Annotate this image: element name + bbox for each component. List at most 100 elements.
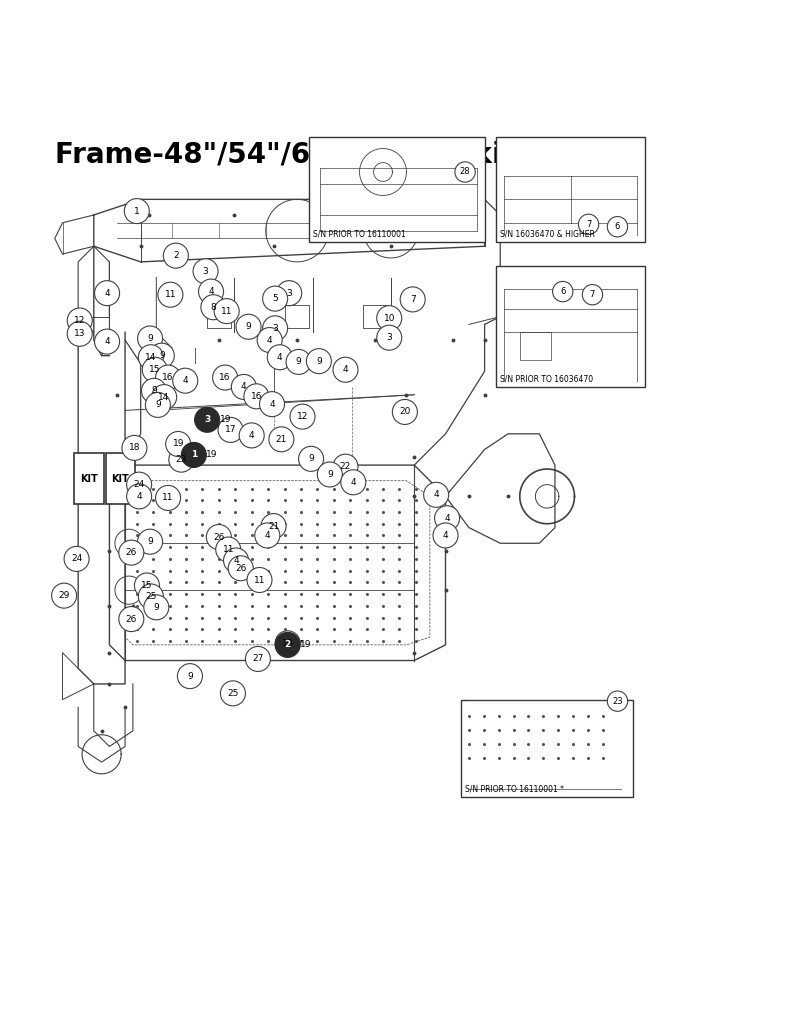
Text: 4: 4: [277, 352, 282, 361]
Circle shape: [95, 329, 119, 354]
Text: 8: 8: [210, 303, 216, 311]
Text: 16: 16: [219, 373, 231, 382]
Text: 24: 24: [71, 554, 82, 563]
Text: 19: 19: [206, 451, 218, 460]
Bar: [207, 305, 230, 329]
Text: 29: 29: [59, 591, 70, 600]
Circle shape: [216, 537, 240, 562]
Text: 19: 19: [282, 639, 293, 648]
Text: 9: 9: [308, 455, 314, 463]
Text: 9: 9: [151, 386, 157, 395]
Text: 11: 11: [162, 494, 174, 503]
Text: 9: 9: [159, 351, 165, 360]
Text: 12: 12: [297, 412, 308, 421]
Text: 11: 11: [221, 306, 233, 315]
Circle shape: [138, 584, 164, 609]
Circle shape: [218, 418, 243, 442]
Circle shape: [377, 305, 402, 331]
Circle shape: [433, 523, 458, 548]
Text: 4: 4: [241, 382, 247, 391]
Circle shape: [261, 514, 286, 539]
Circle shape: [434, 506, 460, 530]
Text: 14: 14: [158, 392, 170, 401]
Circle shape: [195, 408, 220, 432]
Text: 15: 15: [149, 366, 161, 374]
Text: 4: 4: [136, 492, 142, 501]
Circle shape: [582, 285, 603, 305]
Text: 15: 15: [141, 581, 153, 590]
Text: 23: 23: [176, 455, 187, 464]
Circle shape: [229, 556, 253, 581]
Circle shape: [119, 606, 144, 632]
Circle shape: [259, 391, 285, 417]
Text: 20: 20: [399, 408, 411, 417]
Text: 4: 4: [350, 478, 356, 486]
Circle shape: [377, 326, 402, 350]
Circle shape: [290, 404, 315, 429]
Circle shape: [156, 366, 180, 390]
Circle shape: [400, 287, 426, 312]
Circle shape: [172, 369, 198, 393]
Circle shape: [51, 583, 77, 608]
Text: 4: 4: [433, 490, 439, 500]
Text: 12: 12: [74, 316, 85, 325]
Circle shape: [127, 484, 152, 509]
Text: 4: 4: [249, 431, 255, 440]
Circle shape: [164, 243, 188, 268]
Circle shape: [146, 392, 170, 418]
Text: 9: 9: [296, 357, 301, 367]
Text: 7: 7: [586, 220, 591, 229]
Circle shape: [149, 343, 174, 369]
Circle shape: [578, 214, 599, 234]
Circle shape: [298, 446, 324, 471]
Text: S/N PRIOR TO 16110001 *: S/N PRIOR TO 16110001 *: [465, 784, 564, 794]
Circle shape: [213, 366, 237, 390]
Text: 11: 11: [254, 575, 265, 585]
Text: KIT: KIT: [112, 474, 129, 483]
Text: 19: 19: [300, 640, 312, 649]
FancyBboxPatch shape: [496, 137, 645, 243]
Text: 25: 25: [146, 592, 157, 601]
Text: 4: 4: [445, 514, 450, 523]
Text: 2: 2: [173, 251, 179, 260]
Circle shape: [95, 281, 119, 305]
Circle shape: [424, 482, 448, 507]
Text: 5: 5: [272, 294, 278, 303]
Text: 3: 3: [386, 333, 392, 342]
Text: 3: 3: [286, 289, 292, 298]
Circle shape: [152, 385, 176, 410]
Circle shape: [144, 595, 168, 620]
Text: 4: 4: [343, 366, 348, 374]
Circle shape: [127, 472, 152, 497]
Circle shape: [317, 462, 343, 487]
Text: 9: 9: [147, 334, 153, 343]
Bar: [520, 332, 551, 359]
Circle shape: [201, 295, 226, 319]
Circle shape: [607, 691, 627, 712]
Bar: [286, 305, 308, 329]
Text: 9: 9: [147, 538, 153, 546]
Circle shape: [64, 547, 89, 571]
Text: 24: 24: [134, 480, 145, 489]
Text: 4: 4: [269, 399, 274, 409]
Text: S/N 16036470 & HIGHER: S/N 16036470 & HIGHER: [500, 229, 595, 239]
Text: 19: 19: [172, 439, 184, 449]
Circle shape: [277, 281, 301, 305]
FancyBboxPatch shape: [308, 137, 485, 243]
Text: 4: 4: [267, 336, 272, 344]
Text: 13: 13: [74, 330, 85, 338]
Circle shape: [177, 664, 202, 689]
Circle shape: [275, 633, 300, 657]
Circle shape: [244, 384, 269, 409]
Text: KIT: KIT: [80, 474, 98, 483]
Text: 16: 16: [162, 373, 174, 382]
Circle shape: [267, 345, 293, 370]
FancyBboxPatch shape: [105, 454, 135, 504]
Text: 9: 9: [246, 323, 252, 331]
Circle shape: [138, 529, 163, 554]
Text: 17: 17: [225, 425, 237, 434]
Text: 21: 21: [268, 521, 279, 530]
Circle shape: [158, 283, 183, 307]
Text: 9: 9: [187, 672, 193, 681]
Text: 4: 4: [104, 289, 110, 298]
